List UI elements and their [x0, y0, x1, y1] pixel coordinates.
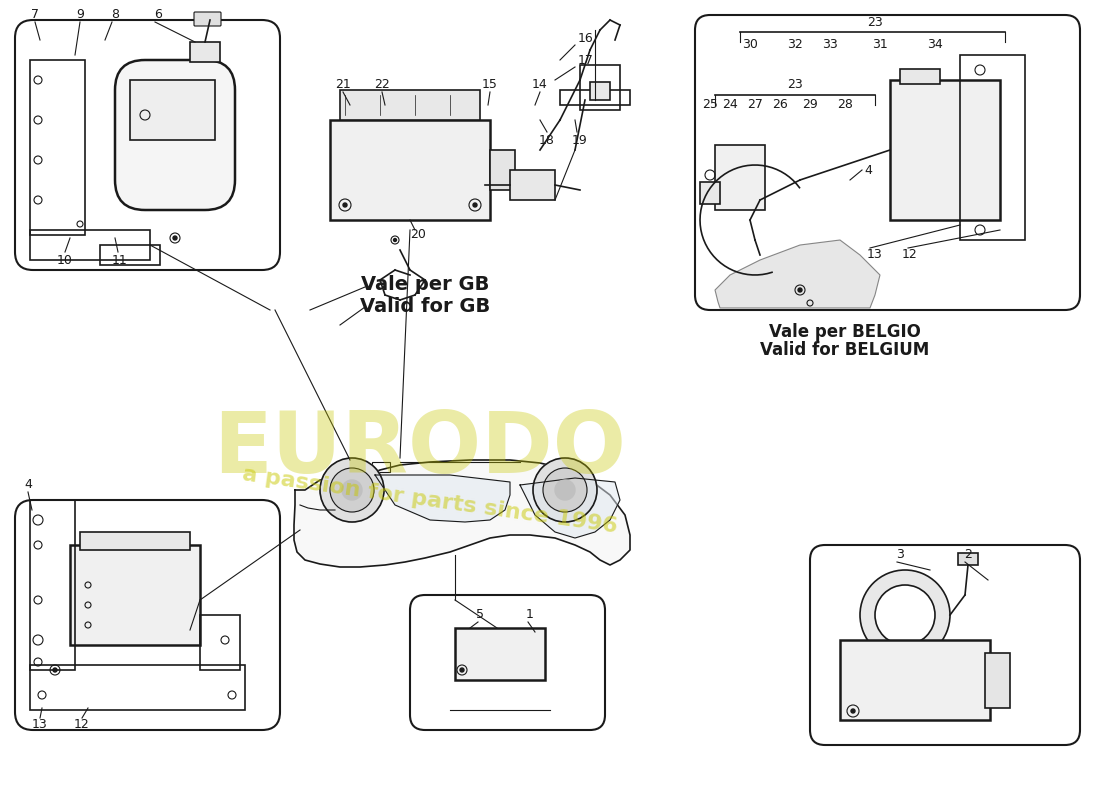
Text: 20: 20 — [410, 229, 426, 242]
Bar — [700, 182, 720, 204]
Bar — [130, 80, 214, 140]
Bar — [372, 462, 390, 472]
Text: Vale per BELGIO: Vale per BELGIO — [769, 323, 921, 341]
FancyBboxPatch shape — [116, 60, 235, 210]
Text: 13: 13 — [32, 718, 48, 731]
Text: 4: 4 — [865, 163, 872, 177]
Bar — [30, 230, 150, 260]
Text: 10: 10 — [57, 254, 73, 266]
Polygon shape — [294, 460, 630, 567]
Text: 6: 6 — [154, 9, 162, 22]
Bar — [890, 80, 1000, 220]
Text: 12: 12 — [902, 249, 917, 262]
Text: 18: 18 — [539, 134, 554, 146]
Text: 8: 8 — [111, 9, 119, 22]
Text: 12: 12 — [74, 718, 90, 731]
Text: a passion for parts since 1996: a passion for parts since 1996 — [241, 464, 619, 536]
Text: Valid for GB: Valid for GB — [360, 298, 491, 317]
Bar — [960, 55, 1025, 240]
Circle shape — [330, 468, 374, 512]
Bar — [984, 653, 1010, 708]
Bar — [200, 615, 240, 670]
Text: 26: 26 — [772, 98, 788, 111]
Circle shape — [851, 709, 855, 713]
Text: 3: 3 — [896, 549, 904, 562]
Text: 13: 13 — [867, 249, 883, 262]
Bar — [30, 60, 85, 235]
Circle shape — [343, 203, 346, 207]
Bar — [590, 82, 610, 100]
Circle shape — [534, 458, 597, 522]
Circle shape — [798, 288, 802, 292]
Circle shape — [543, 468, 587, 512]
Text: 24: 24 — [722, 98, 738, 111]
Text: 1: 1 — [526, 609, 534, 622]
Text: 25: 25 — [702, 98, 718, 111]
Text: 19: 19 — [572, 134, 587, 146]
Text: 22: 22 — [374, 78, 389, 91]
Text: 2: 2 — [964, 549, 972, 562]
Text: 15: 15 — [482, 78, 498, 91]
Polygon shape — [715, 240, 880, 308]
Bar — [30, 500, 75, 670]
Bar — [70, 545, 200, 645]
Bar — [580, 65, 620, 110]
Text: 14: 14 — [532, 78, 548, 91]
Bar — [900, 69, 940, 84]
Bar — [100, 245, 160, 265]
Circle shape — [173, 236, 177, 240]
Circle shape — [556, 480, 575, 500]
Text: 23: 23 — [788, 78, 803, 91]
Text: 28: 28 — [837, 98, 852, 111]
Circle shape — [320, 458, 384, 522]
Bar — [30, 665, 245, 710]
FancyBboxPatch shape — [194, 12, 221, 26]
Text: 7: 7 — [31, 9, 38, 22]
Bar — [715, 145, 764, 210]
Text: 23: 23 — [867, 15, 883, 29]
Bar — [190, 42, 220, 62]
Text: 32: 32 — [788, 38, 803, 51]
Text: 34: 34 — [927, 38, 943, 51]
Bar — [330, 120, 490, 220]
Polygon shape — [375, 475, 510, 522]
Bar — [958, 553, 978, 565]
Polygon shape — [520, 478, 620, 538]
Text: 21: 21 — [336, 78, 351, 91]
Circle shape — [53, 668, 57, 672]
Text: 29: 29 — [802, 98, 818, 111]
Circle shape — [460, 668, 464, 672]
Bar — [560, 90, 630, 105]
Text: EURODO: EURODO — [213, 409, 627, 491]
Text: 11: 11 — [112, 254, 128, 266]
Circle shape — [394, 238, 396, 242]
Text: 33: 33 — [822, 38, 838, 51]
Bar — [80, 532, 190, 550]
Bar — [340, 90, 480, 120]
Circle shape — [473, 203, 477, 207]
Text: 5: 5 — [476, 609, 484, 622]
Bar — [455, 628, 544, 680]
Bar — [840, 640, 990, 720]
Text: Vale per GB: Vale per GB — [361, 275, 490, 294]
Text: 16: 16 — [578, 31, 594, 45]
Text: 17: 17 — [578, 54, 594, 66]
Circle shape — [342, 480, 362, 500]
Bar — [490, 150, 515, 190]
Text: Valid for BELGIUM: Valid for BELGIUM — [760, 341, 930, 359]
Text: 31: 31 — [872, 38, 888, 51]
Text: 27: 27 — [747, 98, 763, 111]
Bar — [510, 170, 556, 200]
Text: 4: 4 — [24, 478, 32, 491]
Text: 9: 9 — [76, 9, 84, 22]
Text: 30: 30 — [742, 38, 758, 51]
